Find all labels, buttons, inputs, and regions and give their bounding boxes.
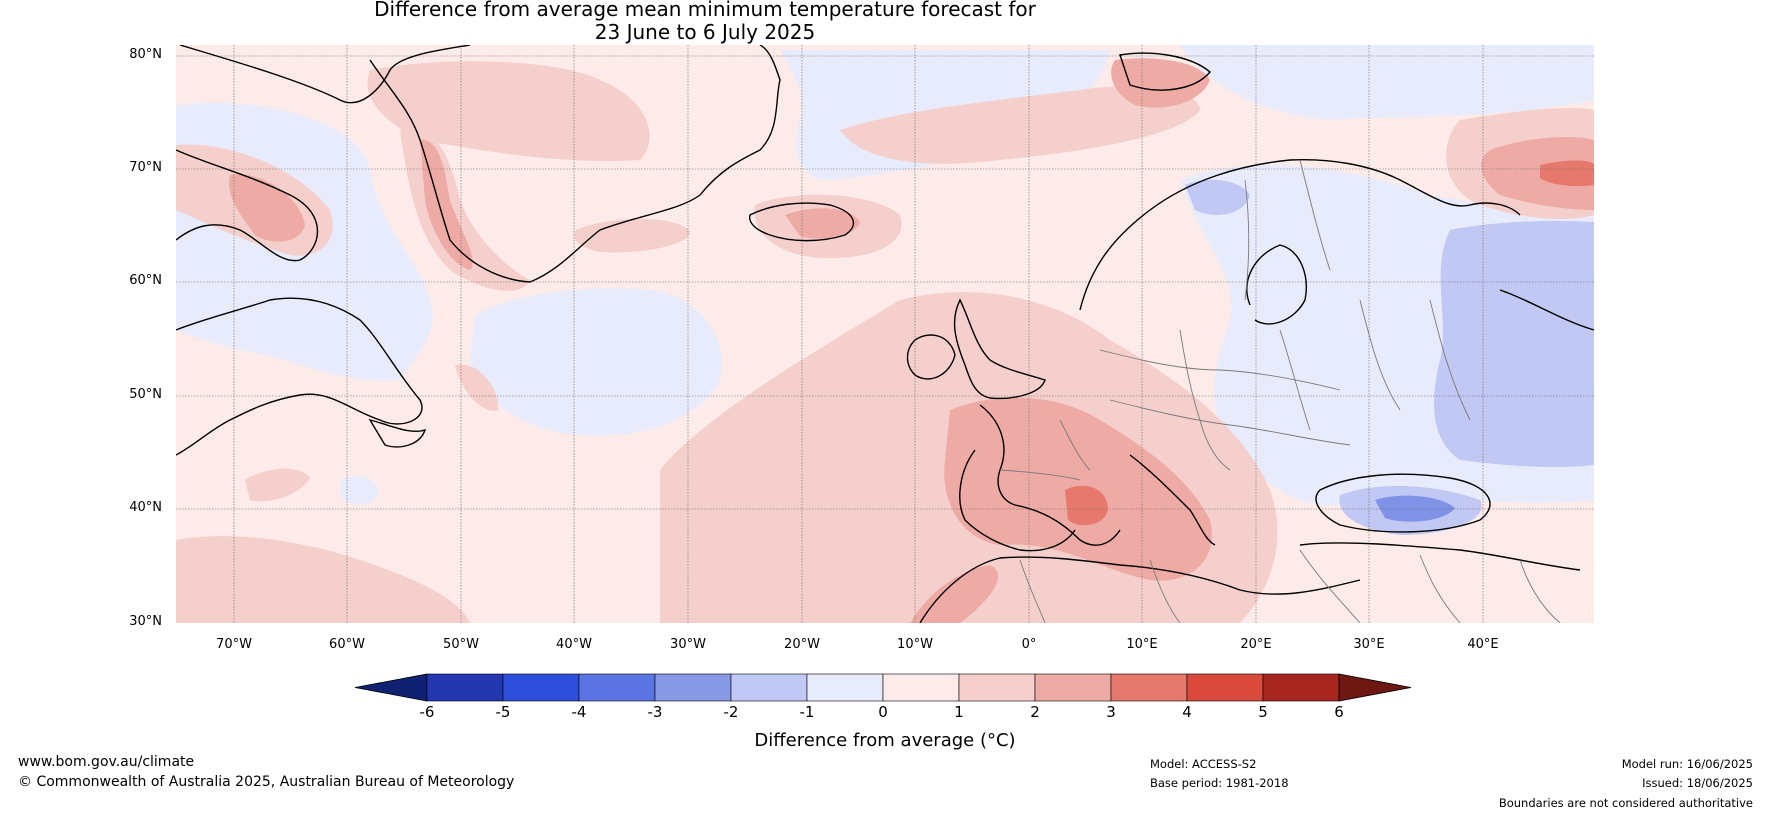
warm-region-small-2	[455, 364, 499, 411]
lon-label-0: 0°	[1021, 637, 1037, 652]
colorbar-tick-label: 3	[1106, 703, 1116, 721]
colorbar-tick-label: 2	[1030, 703, 1040, 721]
copyright-text: © Commonwealth of Australia 2025, Austra…	[18, 774, 515, 790]
colorbar-segment	[502, 673, 580, 702]
coast-svalbard	[1119, 52, 1211, 91]
coast-turkey	[1299, 542, 1581, 571]
colorbar-segment	[1262, 673, 1340, 702]
colorbar-tick-label: -3	[647, 703, 663, 721]
coast-western-europe	[979, 404, 1121, 546]
colorbar-segment	[730, 673, 808, 702]
lon-label-60w: 60°W	[329, 637, 365, 652]
lat-label-50n: 50°N	[129, 387, 162, 402]
coast-britain	[953, 298, 1046, 400]
warm-region-svalbard	[1111, 58, 1210, 108]
lat-label-30n: 30°N	[129, 614, 162, 629]
website-text: www.bom.gov.au/climate	[18, 754, 195, 770]
colorbar-segment	[1110, 673, 1188, 702]
lon-label-40e: 40°E	[1467, 637, 1499, 652]
colorbar-segment	[1034, 673, 1112, 702]
colorbar-tick-label: 0	[878, 703, 888, 721]
base-period-text: Base period: 1981-2018	[1150, 776, 1289, 790]
borders	[999, 159, 1561, 623]
coast-scandinavia	[1079, 158, 1521, 311]
coast-italy	[1129, 454, 1216, 546]
warm-region-southwest	[176, 536, 470, 623]
warm-region-small-1	[245, 468, 310, 502]
warm-region-north-atlantic	[367, 61, 650, 161]
lon-label-10w: 10°W	[897, 637, 933, 652]
model-text: Model: ACCESS-S2	[1150, 757, 1257, 771]
colorbar-extend-high	[1338, 673, 1412, 702]
coast-iceland	[748, 202, 855, 242]
colorbar-segment	[578, 673, 656, 702]
lat-label-60n: 60°N	[129, 273, 162, 288]
colorbar-tick-label: -6	[419, 703, 435, 721]
lon-label-10e: 10°E	[1126, 637, 1158, 652]
anomaly-field	[176, 45, 1594, 623]
warm-region-mid-atlantic	[574, 218, 690, 253]
title-line-2: 23 June to 6 July 2025	[594, 20, 816, 44]
coast-greenland-north	[179, 45, 471, 104]
colorbar-segment	[882, 673, 960, 702]
colorbar-tick-label: 4	[1182, 703, 1192, 721]
coast-ireland	[906, 334, 956, 380]
lon-label-20w: 20°W	[784, 637, 820, 652]
coast-greenland	[369, 45, 781, 283]
colorbar-tick-label: 5	[1258, 703, 1268, 721]
title-line-1: Difference from average mean minimum tem…	[374, 0, 1036, 21]
colorbar-segment	[426, 673, 504, 702]
colorbar-segment	[806, 673, 884, 702]
warm-region-iceland-core	[785, 208, 860, 239]
coast-iberia	[959, 449, 1076, 552]
map-title: Difference from average mean minimum tem…	[0, 0, 1410, 44]
colorbar-tick-label: -4	[571, 703, 587, 721]
colorbar-tick-label: 6	[1334, 703, 1344, 721]
disclaimer-text: Boundaries are not considered authoritat…	[1498, 796, 1753, 810]
warm-region-greenland-sea	[840, 86, 1200, 164]
issued-text: Issued: 18/06/2025	[1642, 776, 1753, 790]
cool-core-black-sea	[1375, 495, 1455, 522]
cool-region-atlantic	[470, 288, 722, 436]
colorbar-tick-label: -2	[723, 703, 739, 721]
coastlines	[176, 45, 1594, 623]
colorbar-tick-label: 1	[954, 703, 964, 721]
cool-region-russia	[1434, 220, 1594, 468]
warm-region-morocco	[910, 565, 999, 623]
colorbar-extend-low	[354, 673, 428, 702]
coast-russia-north	[1499, 289, 1594, 331]
warm-region-novaya	[1481, 137, 1594, 210]
lon-label-70w: 70°W	[216, 637, 252, 652]
colorbar-tick-label: -1	[799, 703, 815, 721]
coast-baltic	[1246, 244, 1307, 325]
cool-region-small	[340, 475, 379, 505]
lon-label-30w: 30°W	[670, 637, 706, 652]
warm-core-sardinia	[1065, 485, 1108, 526]
lon-label-50w: 50°W	[443, 637, 479, 652]
colorbar-segment	[1186, 673, 1264, 702]
coast-newfoundland	[368, 418, 427, 448]
warm-core-arctic	[1540, 160, 1594, 187]
lon-label-20e: 20°E	[1240, 637, 1272, 652]
model-run-text: Model run: 16/06/2025	[1621, 757, 1753, 771]
colorbar-label: Difference from average (°C)	[754, 730, 1016, 751]
colorbar-segment	[654, 673, 732, 702]
lon-label-30e: 30°E	[1353, 637, 1385, 652]
lon-label-40w: 40°W	[556, 637, 592, 652]
warm-region-greenland-core	[420, 139, 473, 270]
colorbar-tick-label: -5	[495, 703, 511, 721]
coast-black-sea	[1315, 473, 1491, 533]
lat-label-40n: 40°N	[129, 500, 162, 515]
coast-labrador	[176, 297, 423, 456]
coast-baffin-island	[176, 149, 319, 262]
warm-region-baffin-core	[229, 174, 305, 242]
lat-label-80n: 80°N	[129, 47, 162, 62]
lat-label-70n: 70°N	[129, 160, 162, 175]
colorbar-segment	[958, 673, 1036, 702]
coast-north-africa	[919, 556, 1361, 623]
cool-region-scandinavia	[1185, 179, 1250, 215]
cool-region-barents	[1180, 45, 1594, 120]
